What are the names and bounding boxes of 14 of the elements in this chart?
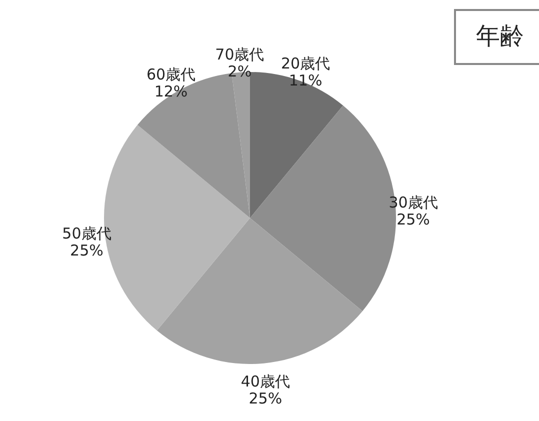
slice-label: 60歳代	[146, 65, 196, 84]
slice-label: 50歳代	[62, 224, 112, 242]
pie-slice	[250, 72, 344, 218]
data-label: 12%	[154, 82, 188, 100]
data-label: 25%	[70, 241, 104, 260]
slice-label: 30歳代	[388, 194, 438, 212]
data-label: 25%	[396, 210, 430, 229]
slice-label: 20歳代	[281, 54, 330, 73]
slice-label: 70歳代	[215, 45, 264, 64]
text: 年齢	[476, 22, 524, 50]
data-label: 25%	[248, 389, 282, 408]
data-label: 2%	[228, 62, 252, 80]
pie-slice	[156, 218, 362, 364]
slice-label: 40歳代	[240, 372, 290, 390]
